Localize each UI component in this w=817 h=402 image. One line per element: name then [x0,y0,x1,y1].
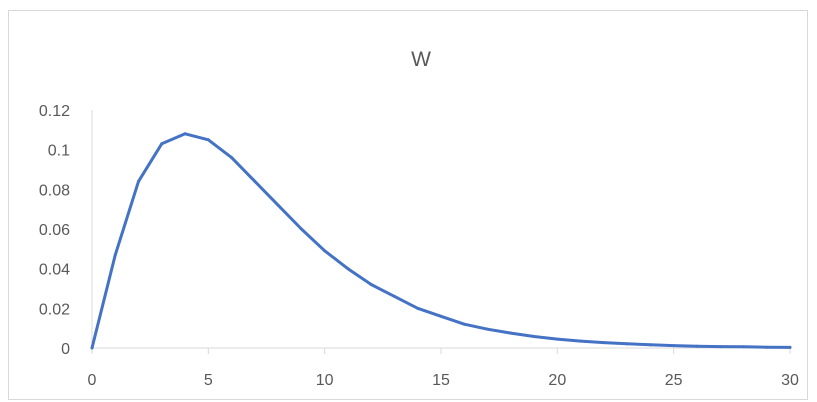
data-point [230,156,234,160]
data-point [253,179,257,183]
x-tick-label: 5 [204,372,213,389]
y-axis: 0 0.02 0.04 0.06 0.08 0.1 0.12 [39,103,93,358]
y-tick-label: 0.04 [39,262,70,279]
data-point [672,344,676,348]
series-group [90,132,792,350]
y-tick-label: 0.08 [39,182,70,199]
data-point [695,344,699,348]
data-point [788,345,792,349]
data-point [346,267,350,271]
data-point [439,314,443,318]
data-point [276,203,280,207]
x-tick-label: 10 [316,372,334,389]
x-tick-label: 15 [432,372,450,389]
y-tick-label: 0.02 [39,301,70,318]
data-point [486,327,490,331]
data-point [741,345,745,349]
data-point [137,179,141,183]
x-tick-label: 20 [548,372,566,389]
y-tick-label: 0.1 [48,143,70,160]
data-point [579,339,583,343]
data-point [532,334,536,338]
data-point [392,294,396,298]
x-tick-label: 0 [88,372,97,389]
data-point [299,227,303,231]
data-point [718,345,722,349]
data-point [206,138,210,142]
x-tick-label: 25 [665,372,683,389]
y-tick-label: 0.12 [39,103,70,120]
data-point [648,343,652,347]
data-point [369,283,373,287]
data-point [90,346,94,350]
y-tick-label: 0.06 [39,222,70,239]
data-point [625,342,629,346]
data-point [160,142,164,146]
data-point [462,322,466,326]
data-point [416,306,420,310]
data-point [113,253,117,257]
chart-frame [8,10,808,400]
data-point [509,331,513,335]
x-axis: 0 5 10 15 20 25 30 [88,347,799,389]
chart-title: W [411,48,431,71]
data-point [555,337,559,341]
x-tick-label: 30 [781,372,799,389]
data-point [602,341,606,345]
data-point [323,249,327,253]
data-point [183,132,187,136]
data-point [765,345,769,349]
y-tick-label: 0 [61,341,70,358]
